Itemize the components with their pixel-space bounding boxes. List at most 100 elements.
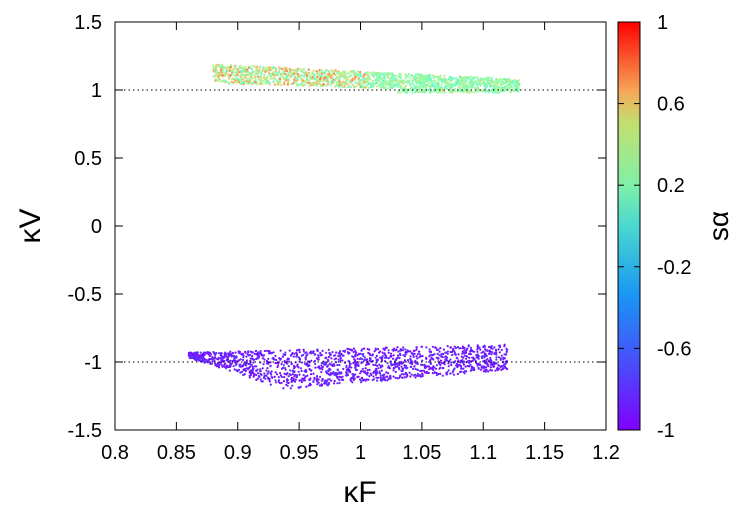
data-point xyxy=(260,354,263,357)
data-point xyxy=(476,364,479,367)
data-point xyxy=(216,365,219,368)
data-point xyxy=(354,72,357,75)
data-point xyxy=(219,65,222,68)
data-point xyxy=(307,68,310,71)
data-point xyxy=(493,352,496,355)
data-point xyxy=(319,351,322,355)
data-point xyxy=(242,363,246,366)
data-point xyxy=(215,351,218,355)
data-point xyxy=(342,378,345,381)
data-point xyxy=(269,365,272,368)
data-point xyxy=(311,77,315,80)
data-point xyxy=(230,80,233,84)
data-point xyxy=(296,77,299,80)
x-tick-label: 1 xyxy=(355,442,366,464)
data-point xyxy=(389,374,392,377)
data-point xyxy=(483,345,486,348)
y-tick-label: -0.5 xyxy=(68,284,102,306)
data-point xyxy=(231,352,235,355)
data-point xyxy=(469,350,472,353)
data-point xyxy=(490,353,493,356)
data-point xyxy=(297,356,300,359)
data-point xyxy=(291,369,294,372)
data-point xyxy=(401,376,404,379)
data-point xyxy=(486,81,490,84)
data-point xyxy=(448,79,451,82)
data-point xyxy=(446,350,449,353)
data-point xyxy=(506,83,509,86)
data-point xyxy=(495,351,498,354)
data-point xyxy=(398,356,401,360)
colorbar-tick-label: -1 xyxy=(657,420,675,442)
data-point xyxy=(314,366,317,369)
data-point xyxy=(279,78,282,81)
data-point xyxy=(269,361,272,364)
data-point xyxy=(361,358,364,361)
data-point xyxy=(363,356,366,359)
data-point xyxy=(267,71,271,74)
data-point xyxy=(217,63,220,66)
data-point xyxy=(321,76,324,79)
data-point xyxy=(259,74,262,77)
data-point xyxy=(398,362,401,365)
data-point xyxy=(494,369,497,372)
data-point xyxy=(305,385,308,388)
data-point xyxy=(383,72,386,75)
data-point xyxy=(288,349,291,352)
data-point xyxy=(403,376,406,379)
data-point xyxy=(293,352,296,355)
data-point xyxy=(424,366,427,370)
data-point xyxy=(464,370,467,373)
data-point xyxy=(264,70,267,73)
data-point xyxy=(259,65,262,68)
data-point xyxy=(263,78,266,81)
data-point xyxy=(387,80,390,83)
data-point xyxy=(354,354,357,357)
data-point xyxy=(461,352,464,355)
data-point xyxy=(503,365,506,368)
data-point xyxy=(332,70,336,73)
data-point xyxy=(195,359,198,362)
data-point xyxy=(217,356,220,359)
data-point xyxy=(429,87,432,90)
data-point xyxy=(440,79,443,82)
data-point xyxy=(360,370,363,373)
data-point xyxy=(298,373,301,376)
data-point xyxy=(280,381,283,384)
data-point xyxy=(263,372,266,375)
data-point xyxy=(257,69,261,72)
data-point xyxy=(457,86,460,89)
data-point xyxy=(374,363,377,367)
data-point xyxy=(416,357,419,360)
data-point xyxy=(397,350,400,353)
data-point xyxy=(468,81,471,84)
data-point xyxy=(387,372,390,375)
data-point xyxy=(259,370,262,373)
data-point xyxy=(302,76,305,79)
data-point xyxy=(439,347,442,350)
data-point xyxy=(219,357,222,360)
data-point xyxy=(391,357,395,360)
data-point xyxy=(215,63,218,66)
data-point xyxy=(326,73,329,76)
data-point xyxy=(464,351,468,354)
data-point xyxy=(286,83,289,86)
data-point xyxy=(289,369,292,372)
data-point xyxy=(376,75,379,79)
data-point xyxy=(427,85,430,88)
data-point xyxy=(425,371,428,374)
data-point xyxy=(472,368,476,372)
data-point xyxy=(256,83,259,86)
data-point xyxy=(489,369,492,372)
data-point xyxy=(404,348,407,351)
data-point xyxy=(361,353,364,356)
data-point xyxy=(239,75,242,79)
data-point xyxy=(338,77,341,80)
data-point xyxy=(348,76,351,79)
data-point xyxy=(276,82,279,85)
data-point xyxy=(348,71,351,74)
data-point xyxy=(351,355,354,358)
data-point xyxy=(377,367,380,370)
data-point xyxy=(488,79,491,82)
data-point xyxy=(249,350,252,353)
